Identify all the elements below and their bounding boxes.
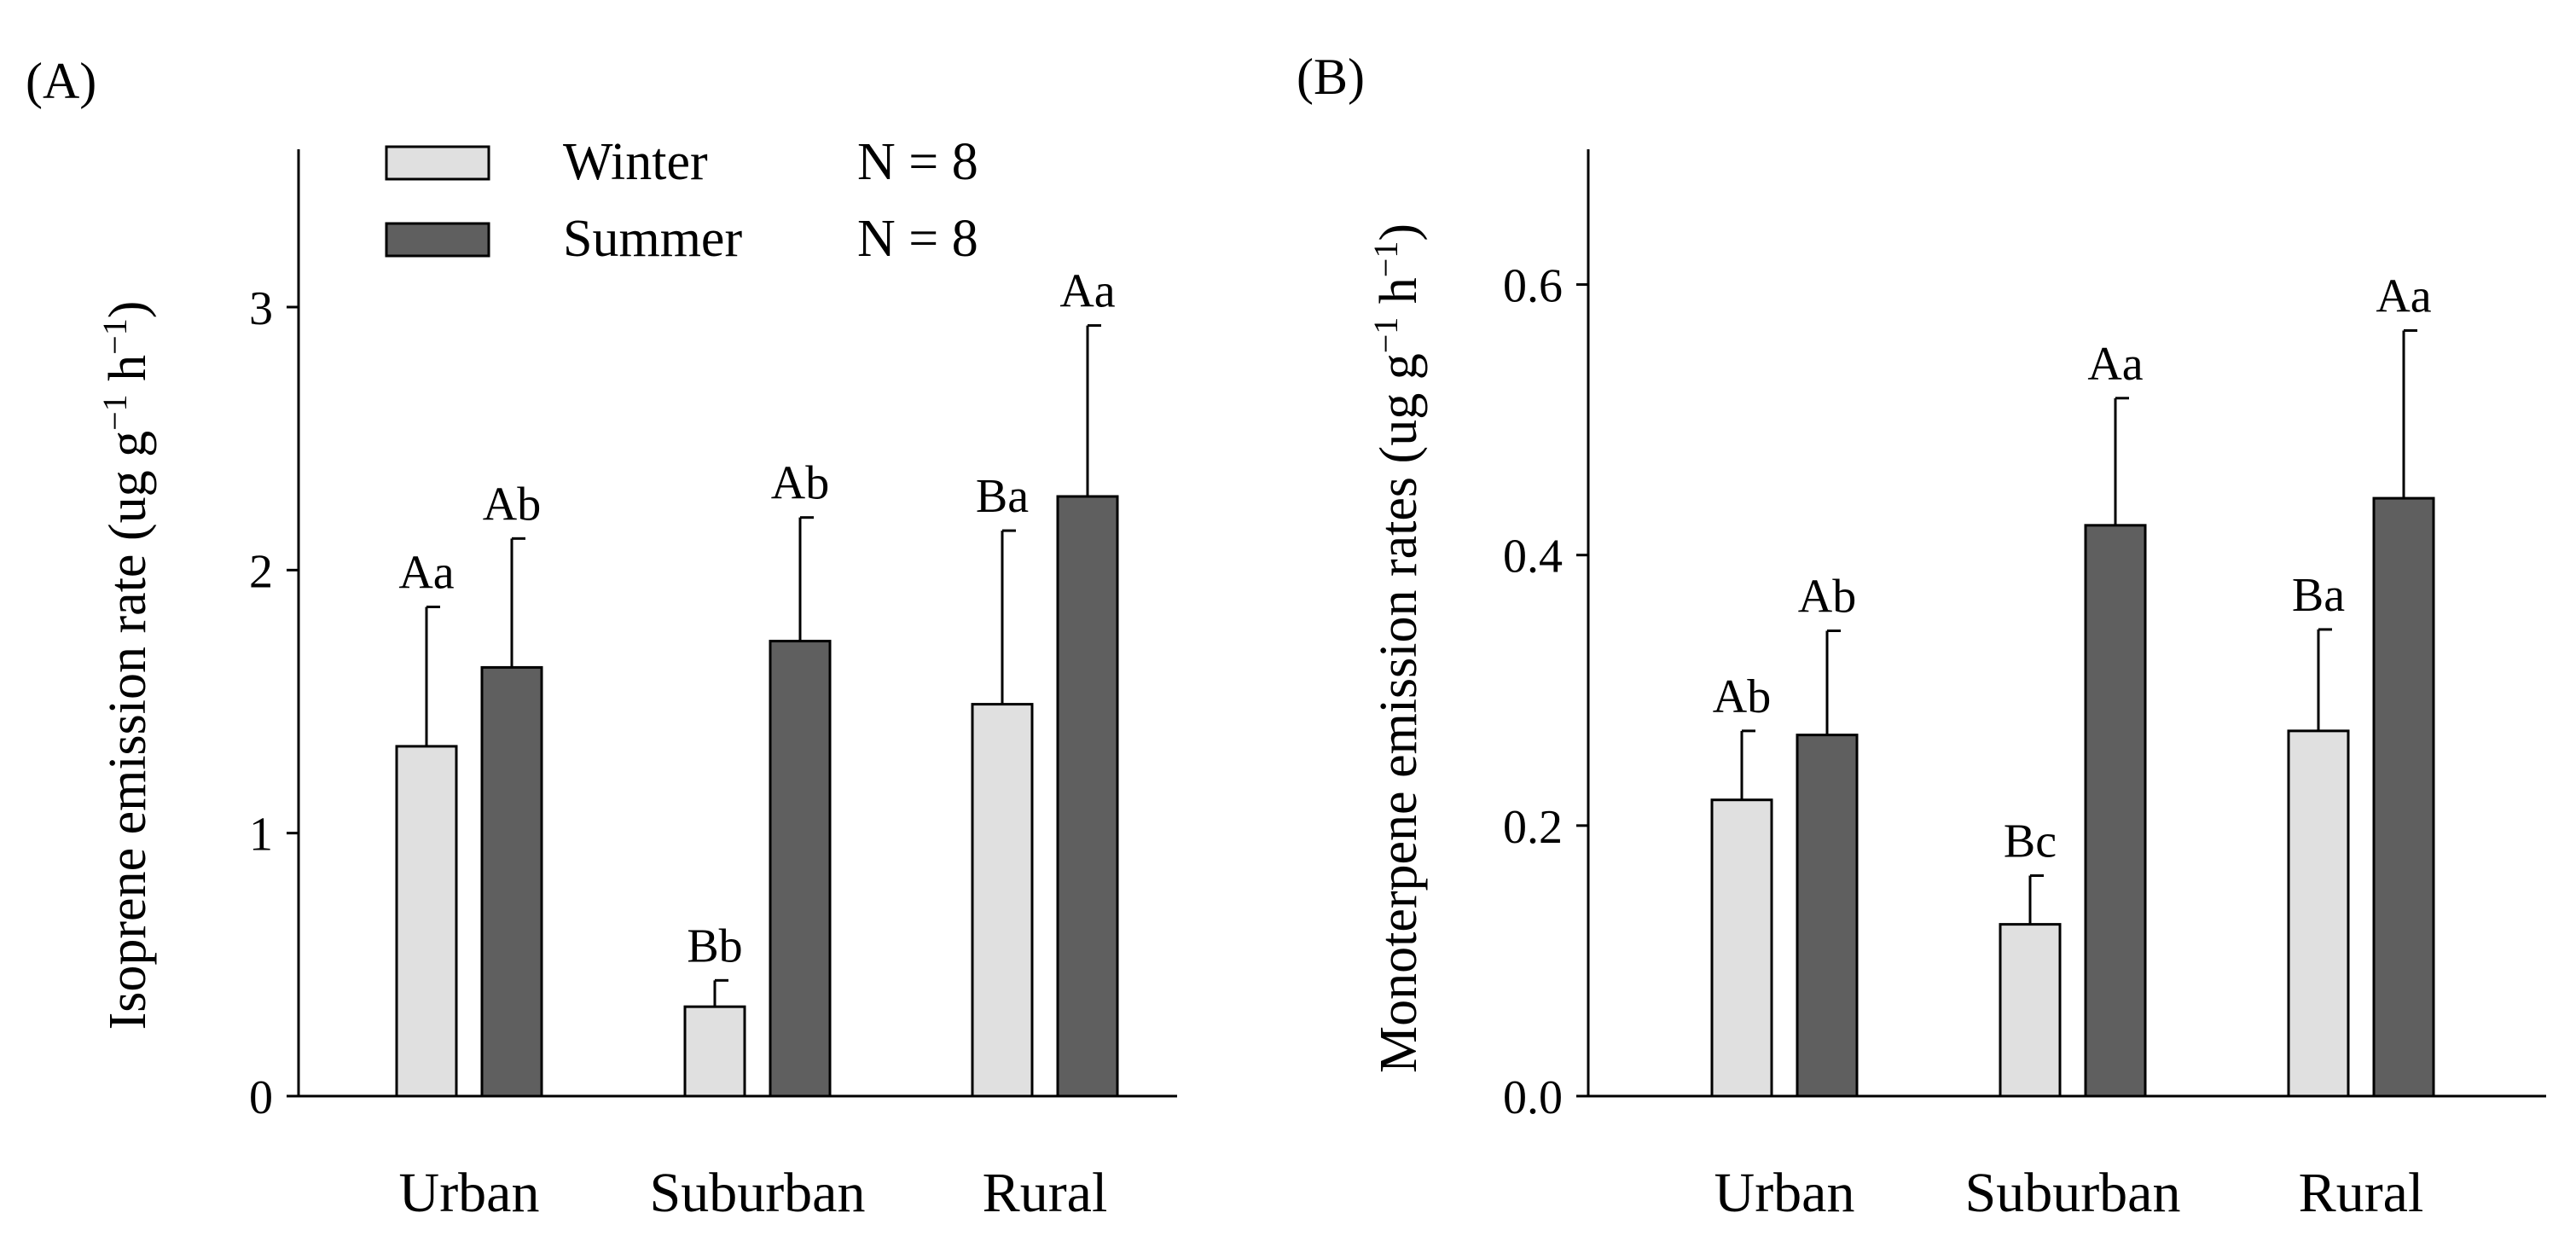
panel-b-category-labels: Urban Suburban Rural	[1714, 1162, 2424, 1224]
panel-b-category-rural: Rural	[2299, 1162, 2424, 1224]
legend-swatch-winter	[385, 145, 490, 181]
panel-a-label: (A)	[26, 53, 96, 109]
panel-a-bar-summer-rural	[1056, 495, 1119, 1098]
legend-swatch-summer	[385, 222, 490, 258]
panel-a-category-urban: Urban	[399, 1162, 540, 1224]
panel-b-y-axis-label: Monoterpene emission rates (ug g−1 h−1)	[1366, 223, 1429, 1073]
panel-b-bar-winter-rural	[2287, 729, 2350, 1098]
panel-a-y-tick-label: 0	[249, 1071, 273, 1124]
panel-a-bar-winter-rural	[971, 703, 1034, 1098]
legend-n-winter: N = 8	[857, 133, 978, 191]
panel-b-letter-summer-rural: Aa	[2376, 270, 2431, 322]
panel-a-letter-summer-rural: Aa	[1059, 265, 1115, 318]
legend-label-winter: Winter	[563, 133, 708, 191]
panel-a-bar-winter-urban	[395, 745, 458, 1098]
panel-b-letter-summer-urban: Ab	[1798, 571, 1856, 624]
panel-b-letter-winter-suburban: Bc	[2004, 815, 2057, 868]
panel-b-letter-summer-suburban: Aa	[2087, 338, 2143, 391]
legend-n-summer: N = 8	[857, 210, 978, 268]
panel-a-category-rural: Rural	[983, 1162, 1108, 1224]
panel-a-category-labels: Urban Suburban Rural	[399, 1162, 1108, 1224]
panel-a-letter-summer-suburban: Ab	[771, 457, 829, 510]
panel-a-letter-summer-urban: Ab	[483, 478, 541, 531]
panel-a-letter-winter-urban: Aa	[398, 547, 454, 600]
panel-b-bar-summer-urban	[1796, 734, 1859, 1098]
legend-label-summer: Summer	[563, 210, 742, 268]
panel-b-bars: Ab Bc Ba Ab Aa Aa	[1710, 270, 2435, 1098]
panel-b-letter-winter-urban: Ab	[1713, 670, 1771, 723]
legend: Winter N = 8 Summer N = 8	[385, 133, 978, 268]
panel-a-y-tick-label: 1	[249, 809, 273, 862]
panel-b-y-tick-label: 0.2	[1503, 801, 1563, 854]
panel-b-y-tick-label: 0.4	[1503, 531, 1563, 583]
panel-b-bar-summer-rural	[2372, 496, 2435, 1098]
panel-b-y-tick-label: 0.0	[1503, 1071, 1563, 1124]
panel-b-bar-winter-suburban	[1999, 923, 2062, 1098]
panel-b-y-ticks: 0.0 0.2 0.4 0.6	[1503, 260, 1588, 1124]
panel-a-bar-winter-suburban	[683, 1005, 746, 1098]
panel-a-bar-summer-urban	[480, 665, 543, 1098]
panel-b-y-tick-label: 0.6	[1503, 260, 1563, 313]
panel-b-monoterpene: (B) Monoterpene emission rates (ug g−1 h…	[1297, 49, 2546, 1224]
panel-a-y-tick-label: 3	[249, 282, 273, 335]
panel-a-category-suburban: Suburban	[650, 1162, 866, 1224]
panel-b-bar-summer-suburban	[2084, 524, 2147, 1098]
panel-b-category-suburban: Suburban	[1965, 1162, 2181, 1224]
panel-a-bar-summer-suburban	[769, 640, 832, 1098]
panel-a-isoprene: (A) Isoprene emission rate (ug g−1 h−1) …	[26, 53, 1177, 1224]
panel-a-y-axis-label: Isoprene emission rate (ug g−1 h−1)	[96, 301, 158, 1030]
panel-b-category-urban: Urban	[1714, 1162, 1855, 1224]
panel-a-bars: Aa Bb Ba Ab Ab Aa	[395, 265, 1119, 1098]
panel-a-letter-winter-rural: Ba	[976, 470, 1029, 523]
panel-b-letter-winter-rural: Ba	[2292, 569, 2345, 622]
panel-a-y-tick-label: 2	[249, 545, 273, 598]
panel-a-y-ticks: 0 1 2 3	[249, 282, 299, 1124]
panel-b-label: (B)	[1297, 49, 1365, 105]
panel-a-letter-winter-suburban: Bb	[687, 920, 742, 972]
panel-b-bar-winter-urban	[1710, 798, 1773, 1098]
